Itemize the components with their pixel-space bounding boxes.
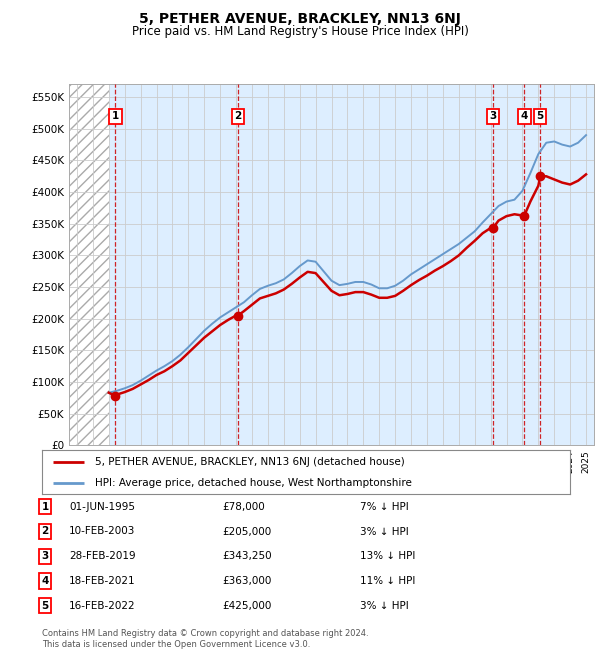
Text: 13% ↓ HPI: 13% ↓ HPI [360, 551, 415, 561]
Text: £78,000: £78,000 [222, 502, 265, 512]
Text: 3% ↓ HPI: 3% ↓ HPI [360, 526, 409, 536]
Text: 2: 2 [235, 111, 242, 121]
Text: 28-FEB-2019: 28-FEB-2019 [69, 551, 136, 561]
Text: 4: 4 [41, 576, 49, 586]
Text: £205,000: £205,000 [222, 526, 271, 536]
Text: Price paid vs. HM Land Registry's House Price Index (HPI): Price paid vs. HM Land Registry's House … [131, 25, 469, 38]
Text: 2: 2 [41, 526, 49, 536]
Text: 3: 3 [490, 111, 497, 121]
Text: HPI: Average price, detached house, West Northamptonshire: HPI: Average price, detached house, West… [95, 478, 412, 488]
Text: 5, PETHER AVENUE, BRACKLEY, NN13 6NJ (detached house): 5, PETHER AVENUE, BRACKLEY, NN13 6NJ (de… [95, 457, 404, 467]
Text: 3: 3 [41, 551, 49, 561]
Text: £425,000: £425,000 [222, 601, 271, 610]
Text: Contains HM Land Registry data © Crown copyright and database right 2024.
This d: Contains HM Land Registry data © Crown c… [42, 629, 368, 649]
Text: 7% ↓ HPI: 7% ↓ HPI [360, 502, 409, 512]
Text: 5: 5 [536, 111, 544, 121]
Text: 5, PETHER AVENUE, BRACKLEY, NN13 6NJ: 5, PETHER AVENUE, BRACKLEY, NN13 6NJ [139, 12, 461, 26]
Text: £363,000: £363,000 [222, 576, 271, 586]
Text: 3% ↓ HPI: 3% ↓ HPI [360, 601, 409, 610]
Text: 10-FEB-2003: 10-FEB-2003 [69, 526, 136, 536]
Text: 1: 1 [41, 502, 49, 512]
Text: 1: 1 [112, 111, 119, 121]
Text: 18-FEB-2021: 18-FEB-2021 [69, 576, 136, 586]
Text: 01-JUN-1995: 01-JUN-1995 [69, 502, 135, 512]
Text: 11% ↓ HPI: 11% ↓ HPI [360, 576, 415, 586]
Text: 4: 4 [521, 111, 528, 121]
Text: £343,250: £343,250 [222, 551, 272, 561]
Text: 16-FEB-2022: 16-FEB-2022 [69, 601, 136, 610]
Text: 5: 5 [41, 601, 49, 610]
